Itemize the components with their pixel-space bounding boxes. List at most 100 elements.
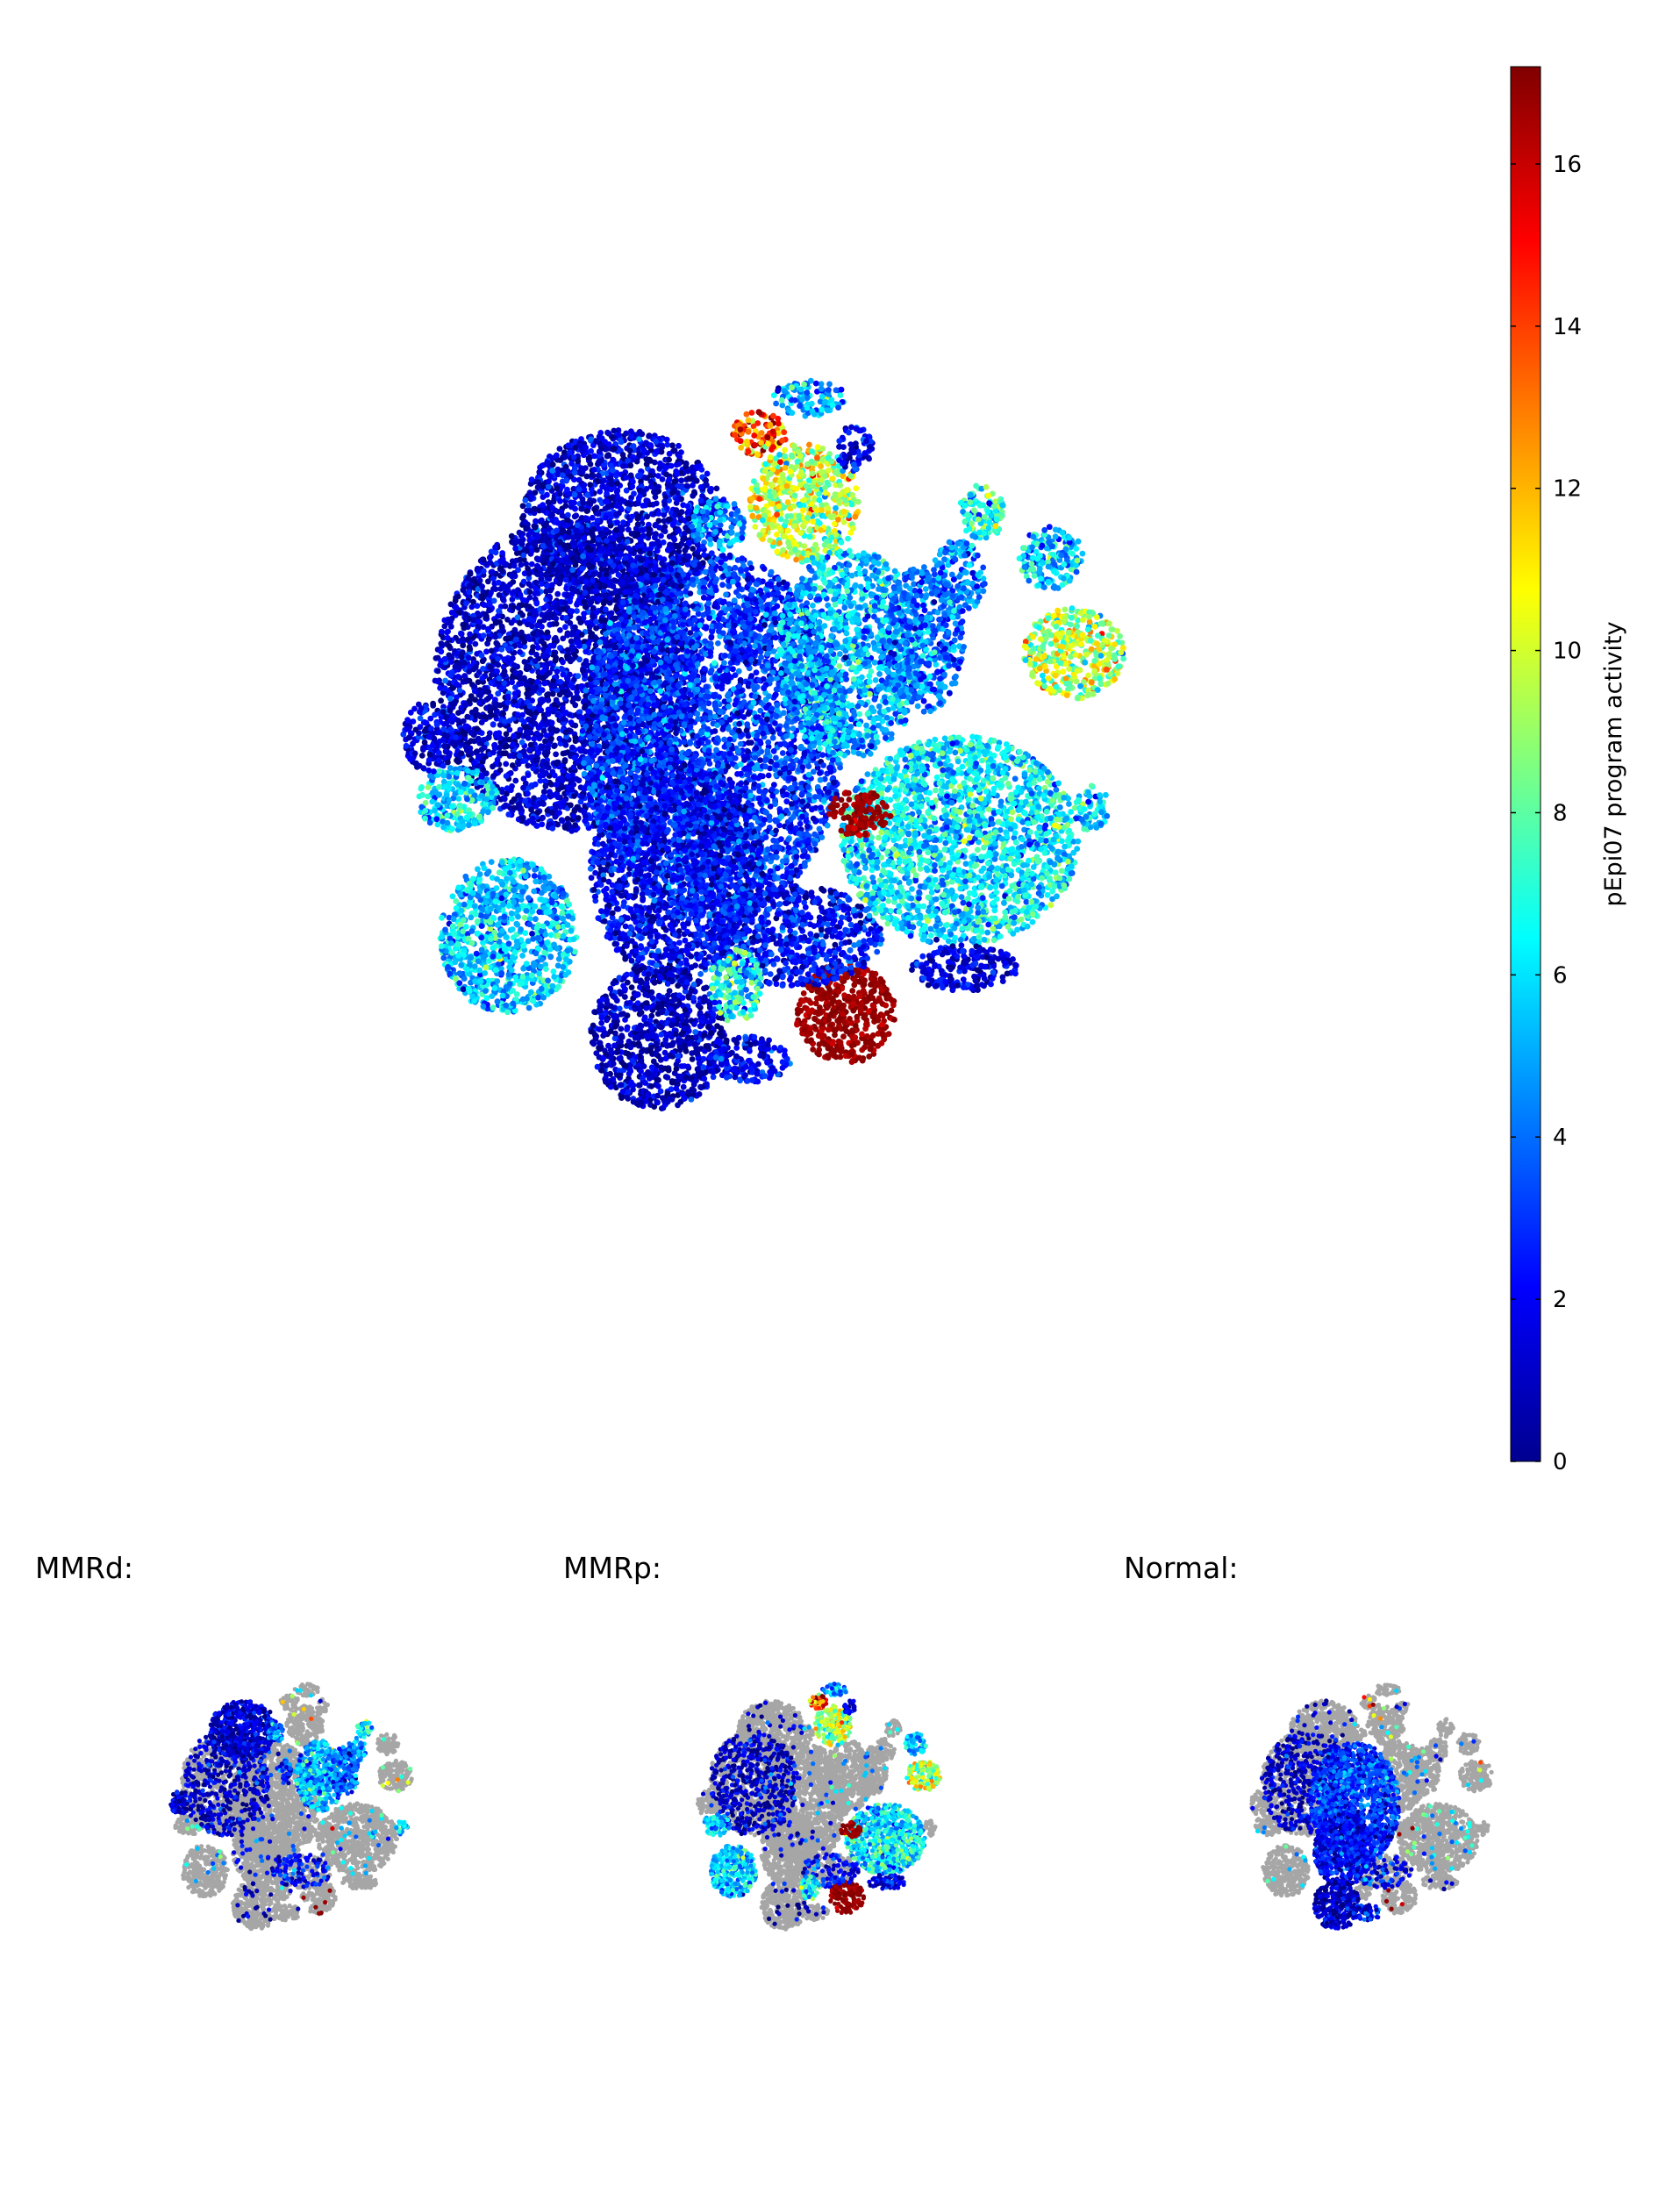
data-point — [516, 673, 523, 680]
data-point — [520, 596, 526, 604]
data-point — [570, 695, 577, 702]
data-point — [503, 773, 510, 779]
data-point — [501, 680, 508, 687]
data-point — [531, 795, 537, 802]
data-point — [486, 704, 493, 711]
data-point — [504, 617, 511, 623]
data-point — [533, 730, 540, 737]
data-point — [483, 648, 490, 655]
data-point — [497, 702, 504, 709]
data-point — [554, 794, 561, 801]
data-point — [577, 619, 584, 625]
data-point — [539, 821, 546, 828]
data-point — [562, 729, 569, 736]
data-point — [654, 668, 661, 675]
data-point — [576, 656, 583, 663]
data-point — [510, 604, 517, 611]
data-point — [604, 784, 611, 790]
data-point — [568, 828, 575, 834]
data-point — [547, 789, 553, 795]
data-point — [606, 674, 613, 681]
data-point — [588, 633, 594, 639]
data-point — [512, 636, 519, 643]
data-point — [607, 777, 614, 783]
data-point — [560, 768, 566, 775]
data-point — [495, 579, 502, 586]
data-point — [516, 753, 523, 760]
data-point — [531, 735, 538, 742]
data-point — [472, 580, 479, 587]
data-point — [509, 782, 515, 789]
data-point — [454, 681, 461, 688]
data-point — [488, 647, 495, 654]
data-point — [544, 761, 550, 767]
data-point — [526, 589, 533, 596]
data-point — [482, 713, 489, 720]
data-point — [503, 561, 509, 568]
data-point — [486, 607, 492, 614]
data-point — [503, 731, 510, 738]
data-point — [590, 658, 597, 665]
data-point — [757, 757, 763, 763]
data-point — [533, 600, 540, 607]
data-point — [526, 703, 533, 710]
data-point — [504, 699, 511, 706]
data-point — [486, 601, 493, 608]
data-point — [499, 789, 505, 796]
data-point — [532, 781, 539, 788]
data-point — [488, 589, 494, 596]
data-point — [438, 640, 445, 647]
data-point — [467, 631, 473, 638]
data-point — [438, 697, 444, 704]
data-point — [468, 729, 475, 736]
data-point — [474, 603, 481, 610]
data-point — [517, 591, 524, 598]
data-point — [546, 593, 553, 600]
data-point — [530, 765, 537, 772]
data-point — [490, 749, 497, 756]
data-point — [553, 620, 560, 627]
data-point — [480, 624, 487, 631]
data-point — [572, 822, 579, 828]
data-point — [564, 675, 570, 682]
data-point — [502, 603, 509, 610]
data-point — [602, 606, 609, 613]
data-point — [492, 544, 498, 551]
data-point — [529, 647, 536, 654]
data-point — [500, 804, 507, 811]
data-point — [500, 671, 507, 678]
data-point — [561, 825, 568, 831]
data-point — [526, 615, 533, 622]
data-point — [510, 741, 517, 748]
data-point — [486, 663, 493, 670]
data-point — [540, 653, 547, 660]
data-point — [745, 732, 752, 739]
data-point — [547, 587, 554, 594]
data-point — [540, 794, 547, 800]
data-point — [553, 782, 560, 788]
data-point — [483, 770, 490, 777]
data-point — [516, 529, 523, 536]
data-point — [687, 740, 694, 746]
data-point — [480, 568, 487, 575]
data-point — [462, 743, 469, 750]
data-point — [501, 718, 508, 725]
data-point — [571, 808, 578, 814]
data-point — [475, 568, 482, 575]
data-point — [501, 796, 508, 803]
data-point — [560, 659, 566, 666]
data-point — [564, 692, 571, 698]
data-point — [498, 686, 505, 693]
data-point — [540, 814, 546, 821]
data-point — [541, 680, 548, 687]
data-point — [526, 604, 533, 610]
data-point — [557, 627, 563, 633]
data-point — [531, 609, 538, 616]
data-point — [551, 772, 558, 779]
data-point — [434, 668, 441, 675]
data-point — [577, 798, 584, 805]
data-point — [548, 682, 554, 689]
data-point — [489, 711, 495, 718]
data-point — [613, 606, 619, 612]
data-point — [518, 561, 525, 568]
